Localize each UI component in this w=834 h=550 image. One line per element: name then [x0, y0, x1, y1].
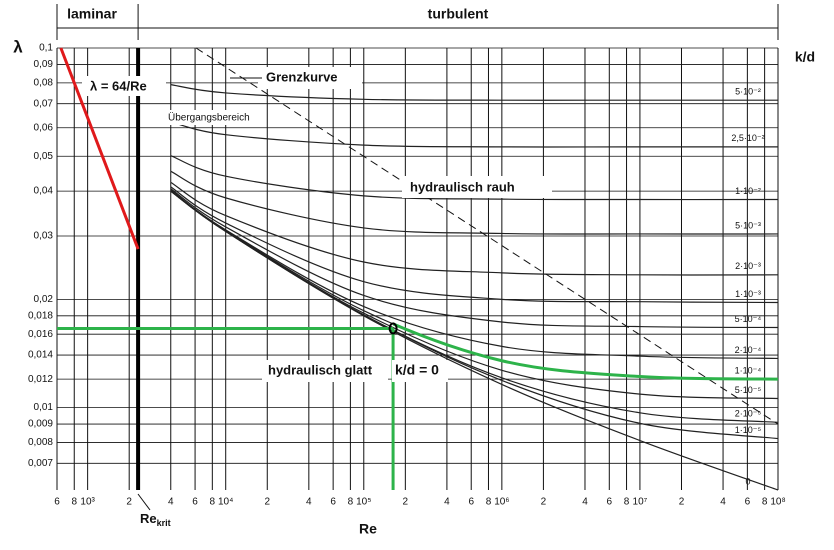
- x-tick-label: 2: [541, 497, 547, 508]
- legend-label: 5·10⁻²: [735, 87, 761, 97]
- legend-label: 1·10⁻²: [735, 186, 761, 196]
- series-line: [170, 190, 779, 423]
- series-line: [170, 170, 779, 235]
- label-bg: [82, 76, 166, 96]
- x-axis-label: Re: [359, 521, 377, 537]
- reading-point: [388, 322, 398, 335]
- legend-label: 1·10⁻³: [735, 289, 761, 299]
- x-tick-label: 4: [444, 497, 450, 508]
- annotation: Übergangsbereich: [168, 112, 250, 124]
- x-tick-label: 6: [468, 497, 474, 508]
- series-line: [170, 186, 779, 304]
- series-line: [170, 188, 779, 329]
- series-line: [170, 121, 778, 148]
- series-line: [393, 322, 778, 381]
- x-tick-label: 8: [71, 497, 77, 508]
- y-tick-label: 0,02: [34, 294, 54, 305]
- label-bg: [258, 67, 362, 89]
- label-bg: [166, 110, 264, 125]
- legend-label: 1·10⁻⁴: [735, 366, 762, 376]
- series-line: [170, 84, 778, 101]
- y-tick-label: 0,01: [34, 402, 54, 413]
- y-tick-label: 0,05: [34, 151, 54, 162]
- re-krit-main: Re: [140, 511, 157, 526]
- x-tick-label: 4: [306, 497, 312, 508]
- x-tick-label: 10⁶: [494, 497, 509, 508]
- y-tick-label: 0,07: [34, 98, 54, 109]
- re-krit-label: Rekrit: [140, 511, 171, 528]
- annotation: hydraulisch rauh: [410, 179, 515, 194]
- x-tick-label: 6: [192, 497, 198, 508]
- x-tick-label: 10⁷: [633, 497, 648, 508]
- x-tick-label: 8: [210, 497, 216, 508]
- x-tick-label: 4: [720, 497, 726, 508]
- y-tick-label: 0,06: [34, 122, 54, 133]
- legend-label: 1·10⁻⁵: [735, 425, 762, 435]
- x-tick-label: 6: [330, 497, 336, 508]
- plot-area: 6 8 10³ 2 4 6 8 10⁴ 2 4 6 8 10⁵ 2 4 6 8 10⁶ 2 4 6 8 10⁷ 2 4 6 8 10⁸…: [28, 4, 786, 508]
- x-tick-label: 2: [679, 497, 685, 508]
- label-bg: [262, 360, 388, 382]
- label-bg: [402, 176, 552, 198]
- y-tick-label: 0,008: [28, 437, 53, 448]
- legend-label: 5·10⁻⁴: [735, 314, 762, 324]
- annotation: Grenzkurve: [266, 69, 338, 84]
- x-tick-label: 6: [745, 497, 751, 508]
- legend-label: 2·10⁻⁴: [735, 345, 762, 355]
- series-line: [170, 181, 779, 276]
- x-tick-label: 4: [582, 497, 588, 508]
- y-tick-label: 0,012: [28, 374, 53, 385]
- y-tick-label: 0,03: [34, 231, 54, 242]
- y-axis-label: λ: [13, 37, 23, 56]
- x-tick-label: 2: [126, 497, 132, 508]
- legend-label: 2·10⁻⁵: [735, 409, 762, 419]
- y-tick-label: 0,007: [28, 458, 53, 469]
- annotation: hydraulisch glatt: [268, 362, 373, 377]
- label-bg: [392, 360, 448, 382]
- x-tick-label: 2: [264, 497, 270, 508]
- y-tick-label: 0,04: [34, 186, 54, 197]
- x-tick-label: 2: [403, 497, 409, 508]
- y-tick-label: 0,08: [34, 77, 54, 88]
- region-label: turbulent: [428, 6, 489, 22]
- x-tick-label: 10⁴: [218, 497, 233, 508]
- series-line: [170, 155, 779, 201]
- x-tick-label: 8: [624, 497, 630, 508]
- series-line: [59, 47, 140, 250]
- series-line: [170, 190, 779, 380]
- annotation: k/d = 0: [395, 362, 439, 378]
- annotation: λ = 64/Re: [90, 78, 147, 93]
- y-tick-label: 0,018: [28, 310, 53, 321]
- region-label: laminar: [67, 6, 117, 22]
- series-line: [170, 189, 779, 360]
- re-krit-sub: krit: [157, 518, 171, 528]
- arrow: [137, 493, 151, 511]
- legend-label: 5·10⁻⁵: [735, 385, 762, 395]
- x-tick-label: 8: [486, 497, 492, 508]
- y-tick-label: 0,09: [34, 59, 54, 70]
- legend-label: 2,5·10⁻²: [731, 133, 764, 143]
- x-tick-label: 10⁵: [356, 497, 371, 508]
- y-tick-label: 0,009: [28, 419, 53, 430]
- y-tick-label: 0,016: [28, 329, 53, 340]
- legend-label: 2·10⁻³: [735, 261, 761, 271]
- right-axis-label: k/d: [795, 49, 815, 65]
- x-tick-label: 6: [607, 497, 613, 508]
- x-tick-label: 8: [762, 497, 768, 508]
- y-tick-label: 0,014: [28, 350, 53, 361]
- x-tick-label: 6: [54, 497, 60, 508]
- x-tick-label: 10⁸: [770, 497, 785, 508]
- y-tick-label: 0,1: [39, 43, 53, 54]
- x-tick-label: 10³: [80, 497, 95, 508]
- series-line: [170, 190, 779, 491]
- legend-label: 5·10⁻³: [735, 220, 761, 230]
- x-tick-label: 8: [348, 497, 354, 508]
- series-line: [195, 47, 779, 425]
- legend-label: 0: [745, 476, 750, 486]
- x-tick-label: 4: [168, 497, 174, 508]
